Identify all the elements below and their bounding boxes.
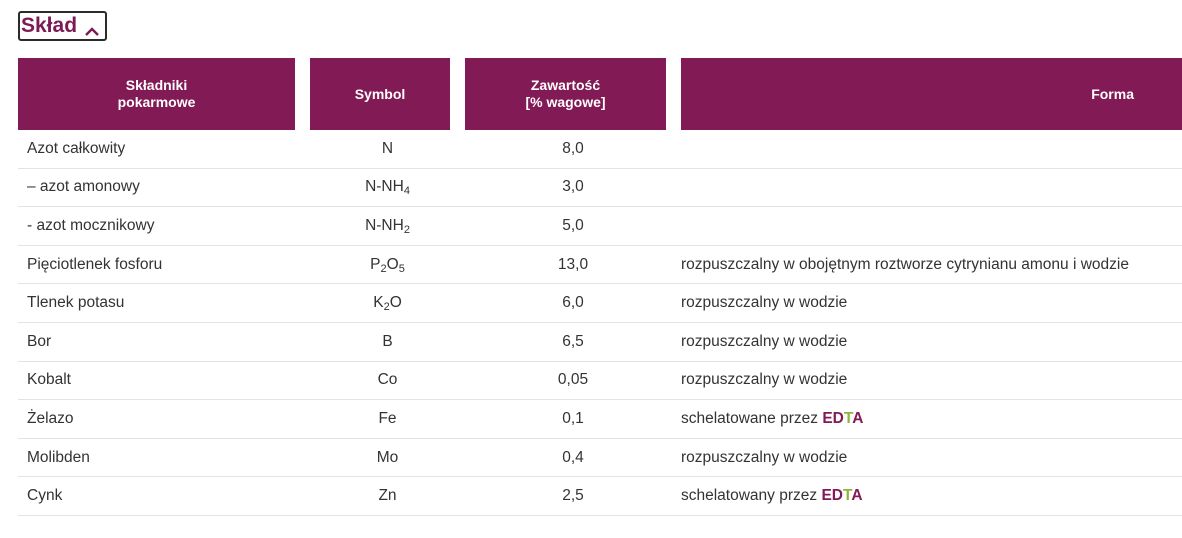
section-title: Skład [21, 14, 78, 37]
edta-letters: T [842, 487, 852, 505]
ingredient-form: schelatowany przez EDTA [681, 477, 1182, 516]
symbol-text: N-NH [365, 216, 404, 234]
header-content-line1: Zawartość [530, 77, 601, 93]
ingredient-content: 6,0 [465, 284, 681, 323]
ingredient-content: 0,4 [465, 439, 681, 478]
symbol-text: N-NH [365, 178, 404, 196]
ingredient-symbol: P2O5 [310, 246, 465, 285]
symbol-text: Fe [378, 409, 397, 427]
ingredient-form: rozpuszczalny w wodzie [681, 439, 1182, 478]
table-header-row: Składniki pokarmowe Symbol Zawartość [% … [18, 58, 1182, 130]
form-text: schelatowany przez [681, 487, 822, 505]
header-ingredients-line2: pokarmowe [117, 94, 196, 110]
ingredient-symbol: N [310, 130, 465, 169]
ingredient-form [681, 207, 1182, 246]
ingredient-symbol: Zn [310, 477, 465, 516]
ingredient-form [681, 169, 1182, 208]
header-ingredients: Składniki pokarmowe [18, 58, 310, 130]
table-row: Molibden Mo 0,4 rozpuszczalny w wodzie [18, 439, 1182, 478]
symbol-text: N [381, 139, 394, 157]
composition-table: Składniki pokarmowe Symbol Zawartość [% … [18, 58, 1182, 516]
ingredient-name: Cynk [18, 477, 310, 516]
ingredient-symbol: B [310, 323, 465, 362]
edta-letters: ED [822, 409, 844, 427]
ingredient-symbol: Fe [310, 400, 465, 439]
symbol-subscript: 4 [403, 185, 410, 198]
symbol-text: Mo [376, 448, 399, 466]
edta-label: EDTA [822, 410, 863, 427]
ingredient-form: schelatowane przez EDTA [681, 400, 1182, 439]
symbol-text: P [370, 255, 381, 273]
form-text: schelatowane przez [681, 409, 823, 427]
ingredient-content: 6,5 [465, 323, 681, 362]
table-row: - azot mocznikowy N-NH2 5,0 [18, 207, 1182, 246]
ingredient-content: 3,0 [465, 169, 681, 208]
header-ingredients-line1: Składniki [125, 77, 188, 93]
ingredient-name: Pięciotlenek fosforu [18, 246, 310, 285]
symbol-text: Zn [378, 487, 397, 505]
ingredient-form: rozpuszczalny w obojętnym roztworze cytr… [681, 246, 1182, 285]
ingredient-name: Żelazo [18, 400, 310, 439]
edta-label: EDTA [821, 487, 862, 504]
symbol-text: O [389, 294, 402, 312]
symbol-text: K [373, 294, 384, 312]
table-row: Pięciotlenek fosforu P2O5 13,0 rozpuszczaln… [18, 246, 1182, 285]
form-text: rozpuszczalny w wodzie [681, 448, 848, 466]
ingredient-content: 0,05 [465, 362, 681, 401]
ingredient-name: Kobalt [18, 362, 310, 401]
edta-letters: A [852, 409, 864, 427]
form-text: rozpuszczalny w wodzie [681, 294, 848, 312]
form-text: rozpuszczalny w wodzie [681, 332, 848, 350]
table-row: Żelazo Fe 0,1 schelatowane przez EDTA [18, 400, 1182, 439]
edta-letters: ED [821, 487, 843, 505]
table-row: Cynk Zn 2,5 schelatowany przez EDTA [18, 477, 1182, 516]
ingredient-form: rozpuszczalny w wodzie [681, 362, 1182, 401]
symbol-subscript: 2 [403, 223, 410, 236]
ingredient-name: – azot amonowy [18, 169, 310, 208]
ingredient-name: Bor [18, 323, 310, 362]
ingredient-form: rozpuszczalny w wodzie [681, 323, 1182, 362]
form-text: rozpuszczalny w obojętnym roztworze cytr… [681, 255, 1129, 273]
ingredient-symbol: K2O [310, 284, 465, 323]
edta-letters: T [843, 409, 853, 427]
ingredient-form [681, 130, 1182, 169]
symbol-text: O [386, 255, 399, 273]
ingredient-symbol: N-NH4 [310, 169, 465, 208]
edta-letters: A [851, 487, 863, 505]
ingredient-content: 5,0 [465, 207, 681, 246]
symbol-subscript: 5 [398, 262, 405, 275]
table-row: – azot amonowy N-NH4 3,0 [18, 169, 1182, 208]
table-row: Tlenek potasu K2O 6,0 rozpuszczalny w wodzi… [18, 284, 1182, 323]
header-content-line2: [% wagowe] [525, 94, 606, 110]
ingredient-content: 8,0 [465, 130, 681, 169]
ingredient-content: 13,0 [465, 246, 681, 285]
header-form: Forma [681, 58, 1182, 130]
table-row: Kobalt Co 0,05 rozpuszczalny w wodzie [18, 362, 1182, 401]
ingredient-name: Tlenek potasu [18, 284, 310, 323]
header-content: Zawartość [% wagowe] [465, 58, 681, 130]
ingredient-name: Azot całkowity [18, 130, 310, 169]
ingredient-name: - azot mocznikowy [18, 207, 310, 246]
form-text: rozpuszczalny w wodzie [681, 371, 848, 389]
ingredient-name: Molibden [18, 439, 310, 478]
ingredient-symbol: N-NH2 [310, 207, 465, 246]
table-row: Azot całkowity N 8,0 [18, 130, 1182, 169]
symbol-text: Co [377, 371, 398, 389]
chevron-up-icon [85, 19, 99, 36]
symbol-text: B [382, 332, 393, 350]
ingredient-form: rozpuszczalny w wodzie [681, 284, 1182, 323]
ingredient-symbol: Mo [310, 439, 465, 478]
ingredient-content: 2,5 [465, 477, 681, 516]
section-toggle-button[interactable]: Skład [18, 11, 107, 41]
ingredient-content: 0,1 [465, 400, 681, 439]
header-symbol: Symbol [310, 58, 465, 130]
table-row: Bor B 6,5 rozpuszczalny w wodzie [18, 323, 1182, 362]
symbol-subscript: 2 [380, 262, 387, 275]
ingredient-symbol: Co [310, 362, 465, 401]
symbol-subscript: 2 [383, 301, 390, 314]
